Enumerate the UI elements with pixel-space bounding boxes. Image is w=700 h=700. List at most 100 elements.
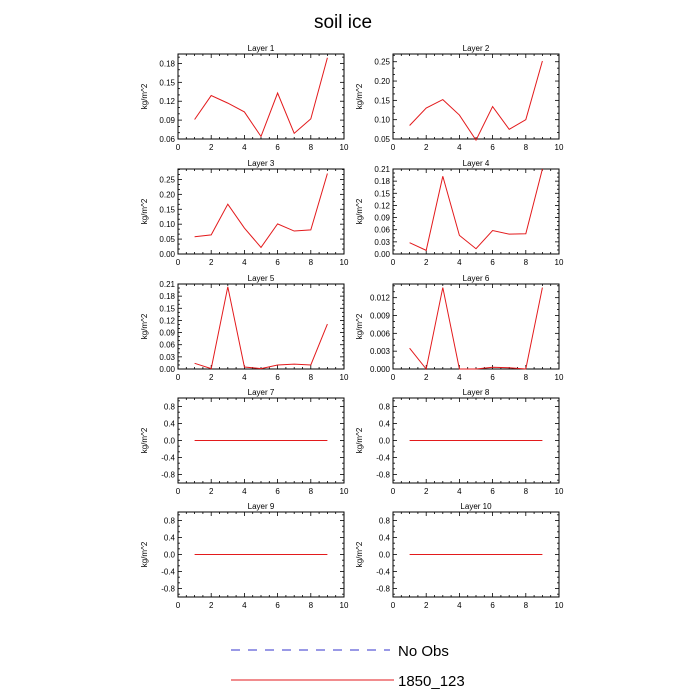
series-line-1850-123 [194, 57, 328, 138]
x-tick-label: 2 [424, 143, 429, 152]
panel-2: Layer 2 kg/m^2 0 2 4 6 8 10 0.05 0.10 0.15 0.20 0.25 [355, 44, 564, 152]
y-tick-label: -0.8 [376, 471, 390, 480]
x-tick-label: 8 [309, 143, 314, 152]
y-axis-label: kg/m^2 [355, 198, 364, 224]
legend-label-no-obs: No Obs [398, 643, 449, 660]
x-tick-label: 6 [490, 601, 495, 610]
plot-frame [177, 283, 345, 370]
x-tick-label: 6 [275, 143, 280, 152]
x-tick-label: 2 [209, 373, 214, 382]
x-tick-label: 6 [490, 487, 495, 496]
x-tick-label: 8 [524, 487, 529, 496]
x-tick-label: 0 [176, 601, 181, 610]
y-tick-label: 0.003 [370, 347, 391, 356]
series-line-1850-123 [194, 173, 328, 249]
x-tick-label: 0 [176, 258, 181, 267]
x-tick-label: 4 [457, 601, 462, 610]
x-tick-label: 0 [391, 143, 396, 152]
x-tick-label: 4 [457, 143, 462, 152]
y-tick-label: 0.4 [164, 420, 176, 429]
x-tick-label: 10 [340, 258, 349, 267]
y-tick-label: 0.009 [370, 312, 391, 321]
x-tick-label: 6 [275, 258, 280, 267]
y-tick-label: 0.06 [159, 135, 175, 144]
y-axis-label: kg/m^2 [140, 198, 149, 224]
y-tick-label: -0.8 [161, 471, 175, 480]
y-tick-label: 0.00 [159, 250, 175, 259]
y-tick-label: 0.0 [379, 551, 391, 560]
series-line-1850-123 [409, 168, 543, 252]
x-tick-label: 6 [490, 143, 495, 152]
panel-title: Layer 10 [460, 502, 492, 511]
y-axis-label: kg/m^2 [355, 427, 364, 453]
x-tick-label: 6 [490, 258, 495, 267]
panel-7: Layer 7 kg/m^2 0 2 4 6 8 10 -0.8 -0.4 0.0 0.4 0.8 [140, 388, 349, 496]
y-tick-label: 0.25 [159, 175, 175, 184]
y-tick-label: -0.8 [161, 585, 175, 594]
y-tick-label: 0.21 [159, 280, 175, 289]
y-tick-label: 0.03 [374, 238, 390, 247]
x-tick-label: 2 [209, 487, 214, 496]
x-tick-label: 10 [340, 143, 349, 152]
x-tick-label: 4 [457, 487, 462, 496]
x-tick-label: 0 [176, 143, 181, 152]
y-tick-label: 0.0 [164, 437, 176, 446]
y-tick-label: 0.18 [159, 292, 175, 301]
x-tick-label: 4 [242, 487, 247, 496]
x-tick-label: 8 [309, 258, 314, 267]
y-tick-label: 0.15 [159, 304, 175, 313]
x-tick-label: 10 [555, 258, 564, 267]
y-tick-label: 0.4 [379, 420, 391, 429]
x-tick-label: 0 [391, 601, 396, 610]
panel-grid: Layer 1kg/m^20 2 4 6 8 100.060.090.120.150.18… [140, 44, 564, 610]
x-tick-label: 10 [555, 373, 564, 382]
y-tick-label: 0.8 [379, 403, 391, 412]
series-line-1850-123 [409, 287, 543, 371]
x-tick-label: 2 [209, 258, 214, 267]
y-tick-label: 0.10 [374, 116, 390, 125]
x-tick-label: 0 [391, 487, 396, 496]
y-tick-label: 0.20 [374, 77, 390, 86]
panel-title: Layer 4 [463, 159, 490, 168]
x-tick-label: 2 [209, 601, 214, 610]
y-tick-label: 0.06 [159, 341, 175, 350]
series-line-1850-123 [194, 286, 328, 370]
x-tick-label: 2 [424, 373, 429, 382]
y-tick-label: 0.12 [159, 97, 175, 106]
plot-frame [177, 168, 345, 255]
y-tick-label: 0.20 [159, 190, 175, 199]
x-tick-label: 6 [275, 601, 280, 610]
x-tick-label: 10 [555, 601, 564, 610]
y-tick-label: 0.18 [159, 59, 175, 68]
y-axis-label: kg/m^2 [355, 313, 364, 339]
panel-title: Layer 1 [248, 44, 275, 53]
y-tick-label: 0.00 [374, 250, 390, 259]
y-tick-label: 0.006 [370, 329, 391, 338]
y-tick-label: 0.12 [159, 316, 175, 325]
x-tick-label: 4 [242, 601, 247, 610]
y-tick-label: 0.10 [159, 220, 175, 229]
x-tick-label: 8 [524, 143, 529, 152]
y-tick-label: 0.25 [374, 58, 390, 67]
y-tick-label: -0.4 [161, 454, 175, 463]
panel-1: Layer 1 kg/m^2 0 2 4 6 8 10 0.06 0.09 0.12 0.15 0.18 [140, 44, 349, 152]
x-tick-label: 2 [424, 601, 429, 610]
y-tick-label: 0.4 [164, 534, 176, 543]
y-tick-label: 0.05 [159, 235, 175, 244]
y-tick-label: 0.05 [374, 135, 390, 144]
plot-frame [177, 53, 345, 140]
x-tick-label: 0 [391, 373, 396, 382]
panel-3: Layer 3 kg/m^2 0 2 4 6 8 10 0.00 0.05 0.10 0.15 0.20… [140, 159, 349, 267]
y-tick-label: 0.09 [159, 329, 175, 338]
plot-frame [392, 168, 560, 255]
y-tick-label: 0.03 [159, 353, 175, 362]
y-tick-label: -0.4 [376, 568, 390, 577]
panel-9: Layer 9 kg/m^2 0 2 4 6 8 10 -0.8 -0.4 0.0 0.4 0.8 [140, 502, 349, 610]
y-axis-label: kg/m^2 [140, 427, 149, 453]
panel-title: Layer 3 [248, 159, 275, 168]
y-tick-label: 0.15 [374, 96, 390, 105]
x-tick-label: 6 [490, 373, 495, 382]
x-tick-label: 2 [424, 258, 429, 267]
y-tick-label: 0.0 [164, 551, 176, 560]
